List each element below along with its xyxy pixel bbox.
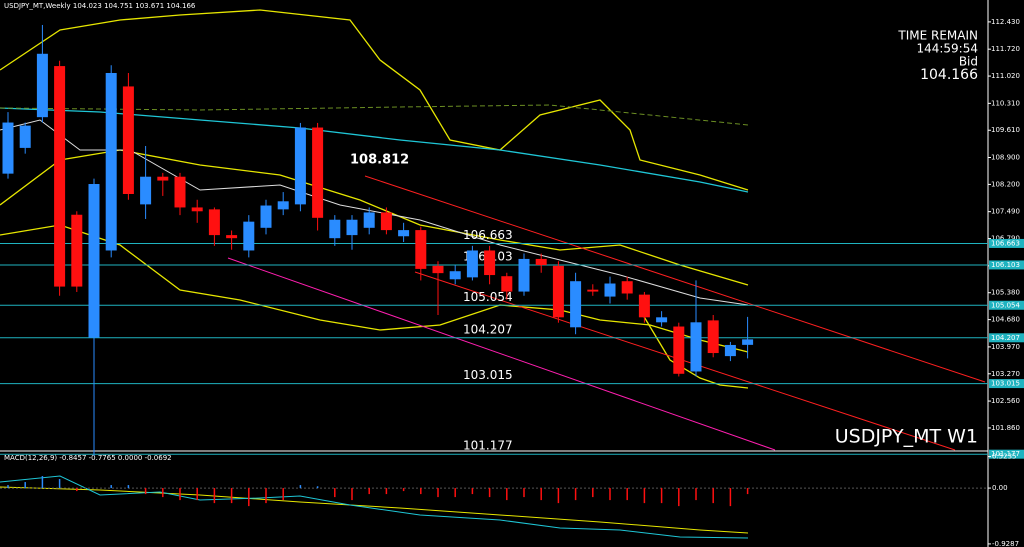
- candle-body: [552, 265, 564, 318]
- y-tick-label: 111.720: [991, 45, 1020, 53]
- time: 144:59:54: [916, 42, 978, 56]
- candle-body: [466, 250, 478, 278]
- level-tag: [989, 449, 1024, 459]
- level-tag-label: 106.103: [991, 261, 1020, 269]
- y-tick-label: 101.860: [991, 424, 1020, 432]
- candle-body: [226, 235, 238, 239]
- candle-body: [312, 127, 324, 218]
- y-tick-label: 107.490: [991, 208, 1020, 216]
- candle-body: [54, 66, 66, 287]
- level-tag-label: 103.015: [991, 380, 1020, 388]
- candle-body: [243, 221, 255, 251]
- annotation: 108.812: [350, 153, 409, 168]
- candle-body: [707, 320, 719, 354]
- channel-upper: [364, 175, 986, 383]
- candle-body: [191, 207, 203, 212]
- candle-body: [208, 209, 220, 236]
- y-tick-label: 104.680: [991, 316, 1020, 324]
- macd-signal: [0, 486, 749, 534]
- band-lower: [0, 224, 749, 353]
- candle-body: [724, 344, 736, 357]
- candle-body: [380, 212, 392, 231]
- band-lower2: [639, 309, 749, 389]
- level-tag: [989, 260, 1024, 270]
- candle-body: [656, 317, 668, 323]
- candle-body: [329, 219, 341, 239]
- trend-line: [227, 257, 776, 451]
- y-tick-label: 109.610: [991, 126, 1020, 134]
- y-tick-label: 110.310: [991, 99, 1020, 107]
- candle-body: [19, 125, 31, 148]
- level-tag-label: 106.663: [991, 239, 1020, 247]
- y-tick-label: 111.020: [991, 72, 1020, 80]
- candle-body: [2, 122, 14, 174]
- candle-body: [690, 322, 702, 372]
- y-tick-label: 106.790: [991, 235, 1020, 243]
- y-tick-label: 102.560: [991, 397, 1020, 405]
- candle-body: [518, 258, 530, 292]
- candle-body: [587, 289, 599, 292]
- y-tick-label: 108.900: [991, 154, 1020, 162]
- level-tag-label: 105.054: [991, 301, 1020, 309]
- level-label: 101.177: [463, 439, 513, 453]
- y-tick-label: 103.270: [991, 370, 1020, 378]
- macd-title: MACD(12,26,9) -0.8457 -0.7765 0.0000 -0.…: [4, 454, 172, 462]
- level-label: 106.663: [463, 228, 513, 242]
- band-upper: [0, 9, 749, 191]
- candle-body: [604, 283, 616, 297]
- candle-body: [260, 205, 272, 228]
- candle-body: [449, 271, 461, 280]
- chart-title: USDJPY_MT,Weekly 104.023 104.751 103.671…: [4, 2, 196, 10]
- level-label: 103.015: [463, 368, 513, 382]
- ma-short: [0, 119, 749, 306]
- ma-longer: [0, 104, 749, 126]
- candle-body: [122, 86, 134, 194]
- level-label: 105.054: [463, 290, 513, 304]
- candle-body: [621, 281, 633, 294]
- time-label: TIME REMAIN: [897, 29, 978, 43]
- candle-body: [484, 250, 496, 276]
- candle-body: [501, 276, 513, 292]
- y-tick-label: 108.200: [991, 180, 1020, 188]
- macd-tick-label: 0.00: [992, 484, 1008, 492]
- candle-body: [398, 230, 410, 237]
- level-tag: [989, 379, 1024, 389]
- candle-body: [88, 184, 100, 338]
- level-tag: [989, 333, 1024, 343]
- candle-body: [535, 258, 547, 266]
- bid: 104.166: [920, 67, 978, 83]
- channel-lower: [414, 271, 956, 451]
- candle-body: [570, 281, 582, 328]
- candle-body: [673, 326, 685, 374]
- y-tick-label: 112.430: [991, 18, 1020, 26]
- level-tag: [989, 238, 1024, 248]
- level-tag-label: 104.207: [991, 334, 1020, 342]
- candle-body: [432, 265, 444, 274]
- level-label: 104.207: [463, 322, 513, 336]
- level-tag-label: 101.177: [991, 450, 1020, 458]
- symbol-label: USDJPY_MT W1: [835, 426, 978, 448]
- candle-body: [71, 214, 83, 287]
- macd-line: [0, 475, 749, 539]
- candle-body: [36, 53, 48, 118]
- candle-body: [363, 212, 375, 228]
- bid-label: Bid: [959, 55, 978, 69]
- candle-body: [140, 176, 152, 205]
- candle-body: [294, 127, 306, 205]
- macd-tick-label: -0.9287: [992, 540, 1019, 547]
- candle-body: [346, 219, 358, 236]
- macd-tick-label: 0.5235: [992, 453, 1017, 461]
- candle-body: [415, 230, 427, 269]
- y-tick-label: 105.380: [991, 289, 1020, 297]
- y-tick-label: 103.970: [991, 343, 1020, 351]
- candle-body: [638, 294, 650, 318]
- candle-body: [742, 339, 754, 345]
- candle-body: [174, 176, 186, 208]
- level-tag: [989, 300, 1024, 310]
- candle-body: [105, 72, 117, 251]
- candle-body: [157, 176, 169, 181]
- candle-body: [277, 201, 289, 210]
